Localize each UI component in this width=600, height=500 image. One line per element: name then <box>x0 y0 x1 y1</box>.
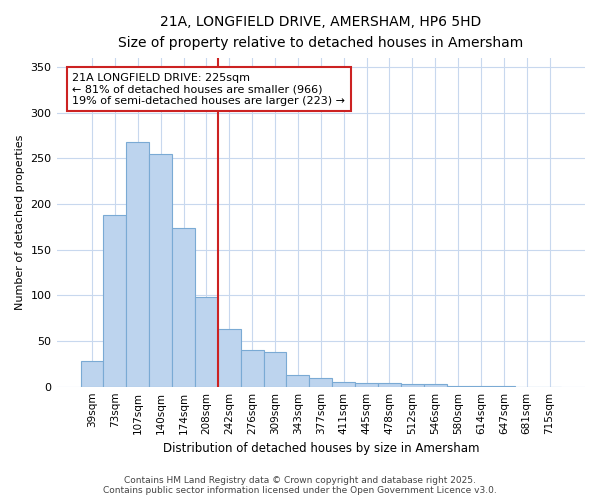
Bar <box>103 215 127 386</box>
Bar <box>378 383 401 386</box>
Bar <box>401 384 424 386</box>
Text: Contains HM Land Registry data © Crown copyright and database right 2025.
Contai: Contains HM Land Registry data © Crown c… <box>103 476 497 495</box>
Bar <box>149 154 172 386</box>
Bar <box>286 375 310 386</box>
Bar <box>172 228 195 386</box>
Title: 21A, LONGFIELD DRIVE, AMERSHAM, HP6 5HD
Size of property relative to detached ho: 21A, LONGFIELD DRIVE, AMERSHAM, HP6 5HD … <box>118 15 523 50</box>
Bar <box>424 384 446 386</box>
Bar <box>127 142 149 386</box>
Bar <box>332 382 355 386</box>
Bar <box>310 378 332 386</box>
Bar <box>263 352 286 386</box>
Text: 21A LONGFIELD DRIVE: 225sqm
← 81% of detached houses are smaller (966)
19% of se: 21A LONGFIELD DRIVE: 225sqm ← 81% of det… <box>73 72 346 106</box>
Bar <box>241 350 263 387</box>
Bar <box>355 383 378 386</box>
Bar <box>218 329 241 386</box>
Y-axis label: Number of detached properties: Number of detached properties <box>15 134 25 310</box>
Bar <box>80 361 103 386</box>
X-axis label: Distribution of detached houses by size in Amersham: Distribution of detached houses by size … <box>163 442 479 455</box>
Bar <box>195 297 218 386</box>
